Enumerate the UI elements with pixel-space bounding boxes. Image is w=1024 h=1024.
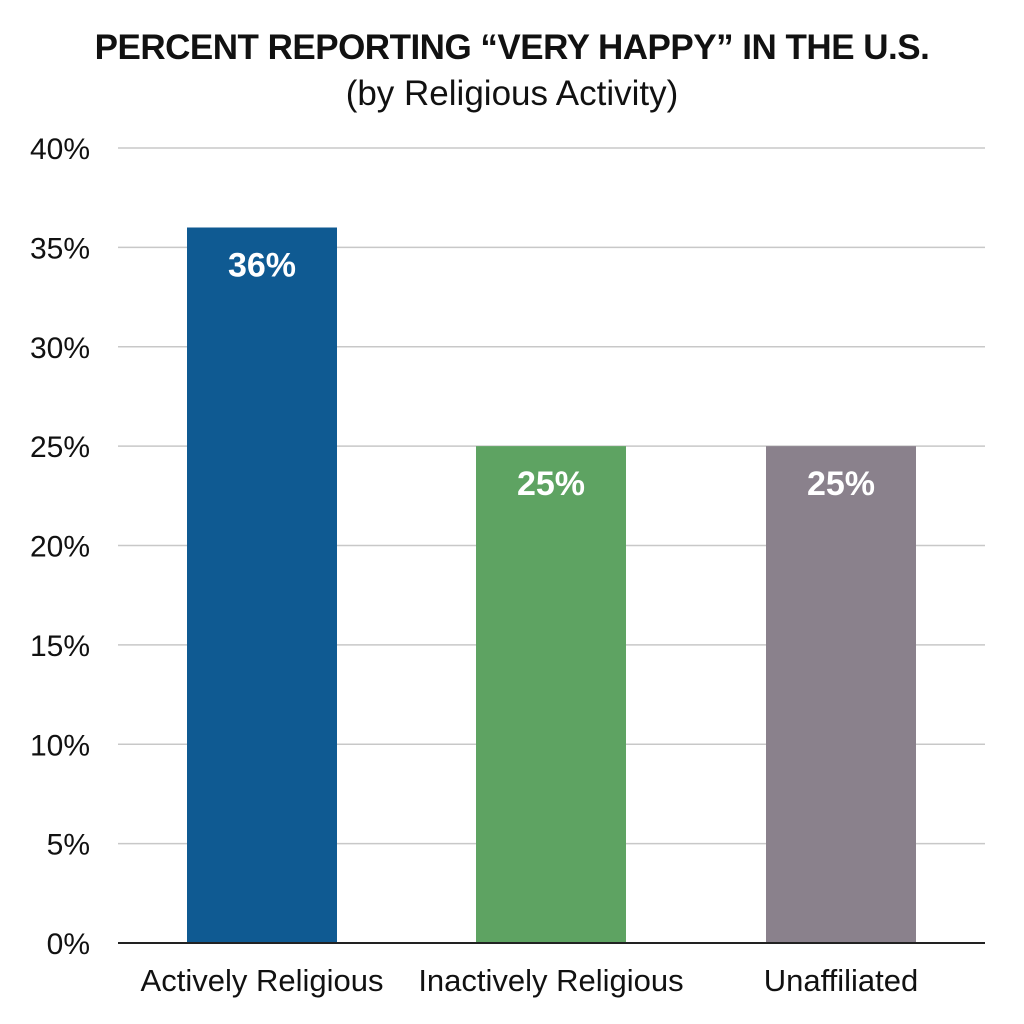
bar [187,227,337,943]
y-tick-label: 20% [30,531,90,564]
y-tick-label: 25% [30,431,90,464]
y-tick-label: 35% [30,232,90,265]
y-tick-label: 5% [47,829,90,862]
y-tick-label: 30% [30,332,90,365]
data-label: 36% [228,247,296,285]
y-tick-label: 0% [47,928,90,961]
data-label: 25% [517,465,585,503]
y-tick-label: 15% [30,630,90,663]
chart-title: PERCENT REPORTING “VERY HAPPY” IN THE U.… [94,28,930,67]
y-tick-label: 10% [30,729,90,762]
bar [766,446,916,943]
y-tick-label: 40% [30,133,90,166]
data-label: 25% [807,465,875,503]
bar [476,446,626,943]
x-tick-label: Actively Religious [141,963,384,998]
chart-subtitle: (by Religious Activity) [345,74,679,113]
x-tick-label: Unaffiliated [764,963,919,998]
x-tick-label: Inactively Religious [418,963,683,998]
